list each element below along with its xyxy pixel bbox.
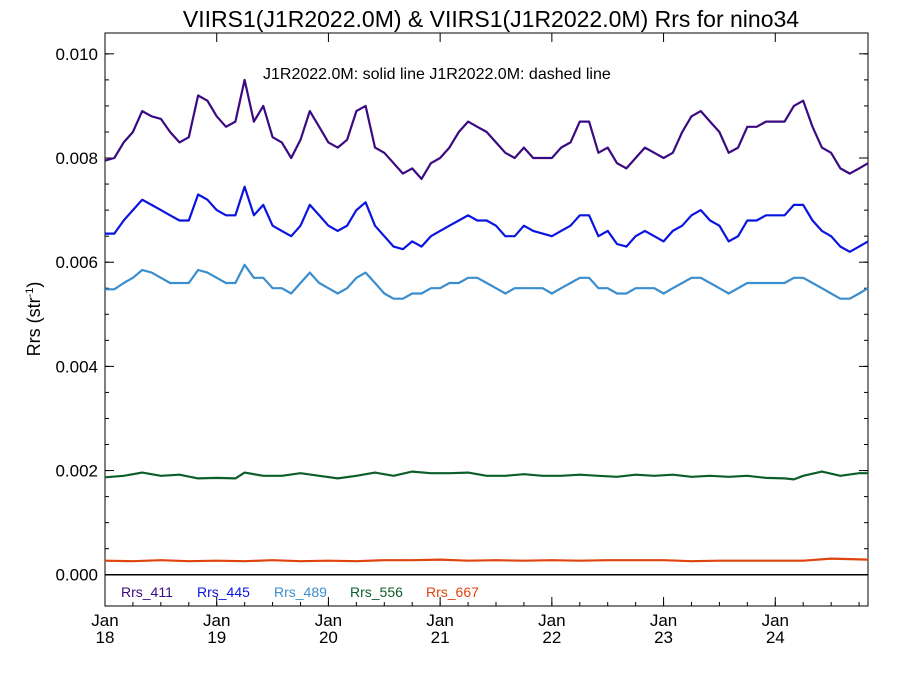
x-tick-label-year: 23	[654, 628, 673, 647]
x-tick-label-month: Jan	[538, 611, 565, 630]
y-axis-label: Rrs (str-1)	[24, 282, 44, 357]
x-tick-label-year: 24	[766, 628, 785, 647]
y-tick-label: 0.008	[55, 149, 98, 168]
x-tick-label-month: Jan	[91, 611, 118, 630]
legend-entry-rrs-445: Rrs_445	[197, 584, 250, 600]
y-axis-label-close: )	[24, 282, 44, 288]
legend-entry-rrs-667: Rrs_667	[426, 584, 479, 600]
y-tick-label: 0.000	[55, 566, 98, 585]
y-axis-label-exponent: -1	[24, 288, 36, 298]
x-tick-label-month: Jan	[762, 611, 789, 630]
legend-entry-rrs-556: Rrs_556	[350, 584, 403, 600]
x-tick-label-year: 20	[319, 628, 338, 647]
x-tick-label-year: 19	[207, 628, 226, 647]
series-line-rrs-445	[105, 185, 869, 253]
y-tick-label: 0.010	[55, 45, 98, 64]
chart-title: VIIRS1(J1R2022.0M) & VIIRS1(J1R2022.0M) …	[183, 6, 799, 32]
x-tick-label-year: 22	[542, 628, 561, 647]
plot-layer: 0.0000.0020.0040.0060.0080.010Jan18Jan19…	[55, 33, 869, 647]
series-line-rrs-556	[104, 470, 868, 481]
x-tick-label-month: Jan	[203, 611, 230, 630]
y-axis-label-text: Rrs (str	[24, 297, 44, 356]
y-tick-label: 0.002	[55, 462, 98, 481]
y-tick-label: 0.006	[55, 253, 98, 272]
y-tick-label: 0.004	[55, 357, 98, 376]
x-tick-label-year: 21	[431, 628, 450, 647]
x-tick-label-month: Jan	[315, 611, 342, 630]
series-line-rrs-411	[104, 78, 869, 180]
x-tick-label-year: 18	[96, 628, 115, 647]
series-line-rrs-667	[104, 557, 869, 563]
x-tick-label-month: Jan	[650, 611, 677, 630]
legend-entry-rrs-411: Rrs_411	[121, 584, 173, 600]
series-line-rrs-489	[105, 263, 869, 300]
plot-area-frame	[104, 32, 869, 607]
x-tick-label-month: Jan	[426, 611, 453, 630]
legend-entry-rrs-489: Rrs_489	[274, 584, 327, 600]
line-style-annotation: J1R2022.0M: solid line J1R2022.0M: dashe…	[263, 66, 611, 83]
